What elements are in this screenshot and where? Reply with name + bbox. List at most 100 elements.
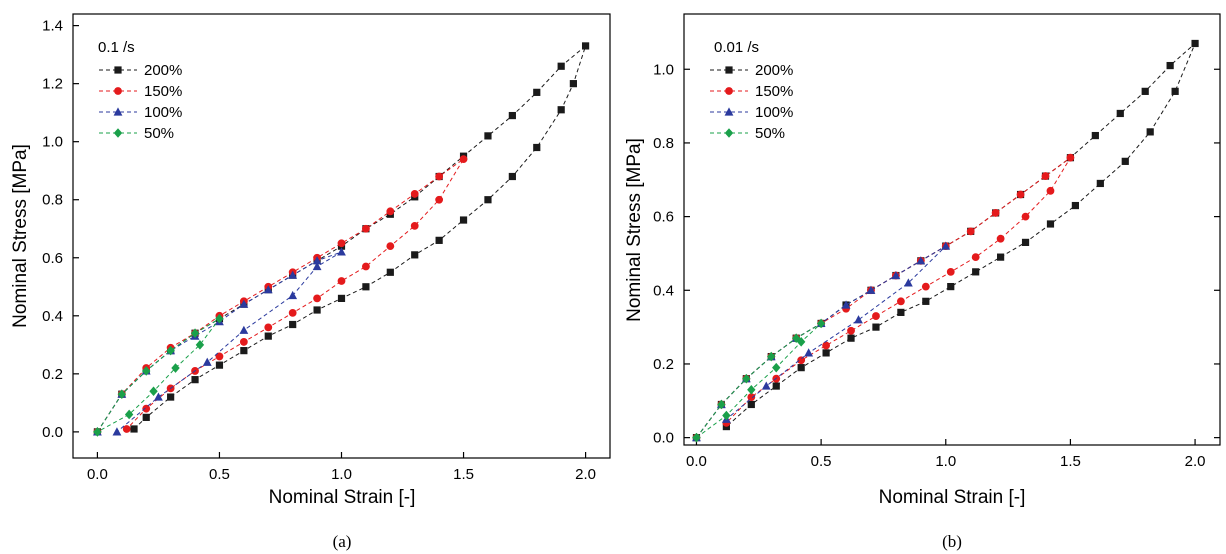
y-tick-label: 0.6 <box>653 209 674 226</box>
legend-label: 50% <box>144 125 174 142</box>
legend-marker <box>724 107 734 116</box>
legend-item: 150% <box>99 83 182 100</box>
data-point <box>142 413 150 421</box>
legend: 0.01 /s 200% 150% 100% 50% <box>710 39 793 142</box>
series-layer <box>93 42 590 437</box>
data-point <box>122 425 131 433</box>
data-point <box>149 386 158 397</box>
legend-marker <box>725 87 733 95</box>
data-point <box>312 256 322 265</box>
data-point <box>822 341 831 350</box>
data-point <box>1091 131 1099 140</box>
data-point <box>797 356 806 365</box>
data-point <box>142 404 151 413</box>
data-point <box>171 363 180 373</box>
data-point <box>362 224 370 233</box>
y-axis-title: Nominal Stress [MPa] <box>624 138 645 322</box>
legend-label: 100% <box>144 104 182 121</box>
panel-label: (b) <box>942 532 962 551</box>
data-point <box>722 410 731 421</box>
data-point <box>288 290 298 300</box>
chart-panel-b: 0.0 0.5 1.0 1.5 2.0 0.0 0.2 0.4 0.6 0.8 1.0 0.01 … <box>624 13 1221 551</box>
data-point <box>922 297 930 305</box>
data-point <box>124 409 134 420</box>
data-point <box>1141 87 1149 95</box>
data-point <box>215 313 224 324</box>
data-point <box>872 312 880 320</box>
legend-label: 200% <box>755 62 793 79</box>
legend-label: 100% <box>755 104 793 121</box>
x-tick-label: 0.0 <box>87 466 108 483</box>
data-point <box>264 323 273 332</box>
y-tick-label: 1.0 <box>653 61 674 78</box>
y-tick-label: 0.4 <box>653 282 674 299</box>
legend-label: 150% <box>755 83 793 100</box>
data-point <box>288 270 298 279</box>
data-point <box>167 393 175 401</box>
y-ticks: 0.0 0.2 0.4 0.6 0.8 1.0 1.2 1.4 <box>42 18 79 441</box>
data-point <box>195 340 205 350</box>
legend-label: 150% <box>144 83 182 100</box>
series-line <box>696 43 1196 438</box>
data-point <box>804 348 814 357</box>
data-point <box>997 253 1005 261</box>
data-point <box>816 318 826 329</box>
data-point <box>966 227 975 236</box>
data-point <box>866 285 876 294</box>
data-point <box>916 256 926 265</box>
data-point <box>410 221 419 230</box>
data-point <box>289 320 297 329</box>
x-tick-label: 1.5 <box>1060 453 1081 470</box>
legend-marker <box>114 87 122 95</box>
data-point <box>747 400 755 409</box>
series-line <box>96 318 220 433</box>
data-point <box>767 351 776 362</box>
legend-item: 50% <box>99 125 174 142</box>
data-point <box>239 299 249 308</box>
data-point <box>533 88 541 96</box>
data-point <box>93 427 102 437</box>
data-point <box>362 262 370 271</box>
data-point <box>847 334 855 342</box>
data-point <box>557 106 565 114</box>
data-point <box>1016 190 1025 199</box>
data-point <box>557 62 565 70</box>
series-200pct <box>692 39 1199 442</box>
x-tick-label: 0.5 <box>209 466 230 483</box>
data-point <box>772 362 781 373</box>
data-point <box>1041 172 1050 180</box>
x-tick-label: 2.0 <box>575 466 596 483</box>
data-point <box>337 247 346 256</box>
data-point <box>796 337 806 347</box>
x-ticks: 0.0 0.5 1.0 1.5 2.0 <box>686 439 1205 470</box>
data-point <box>847 326 855 335</box>
data-point <box>1071 201 1080 210</box>
data-point <box>202 357 212 366</box>
x-tick-label: 0.5 <box>811 453 832 470</box>
data-point <box>941 241 951 250</box>
data-point <box>971 253 980 262</box>
data-point <box>772 382 780 390</box>
data-point <box>240 347 248 355</box>
legend-title: 0.01 /s <box>714 39 759 56</box>
legend-marker <box>724 128 734 138</box>
y-tick-label: 1.0 <box>42 134 63 151</box>
data-point <box>288 309 297 317</box>
data-point <box>215 361 224 369</box>
data-point <box>313 306 321 314</box>
data-point <box>239 325 249 334</box>
data-point <box>166 345 175 356</box>
y-ticks: 0.0 0.2 0.4 0.6 0.8 1.0 <box>653 61 1220 447</box>
data-point <box>263 285 273 294</box>
data-point <box>386 268 394 276</box>
data-point <box>692 432 701 443</box>
data-point <box>1171 87 1179 95</box>
data-point <box>337 294 346 302</box>
data-point <box>1066 153 1075 162</box>
data-point <box>822 349 830 357</box>
data-point <box>191 376 199 384</box>
legend-label: 50% <box>755 125 785 142</box>
data-point <box>896 297 905 306</box>
data-point <box>581 42 590 50</box>
